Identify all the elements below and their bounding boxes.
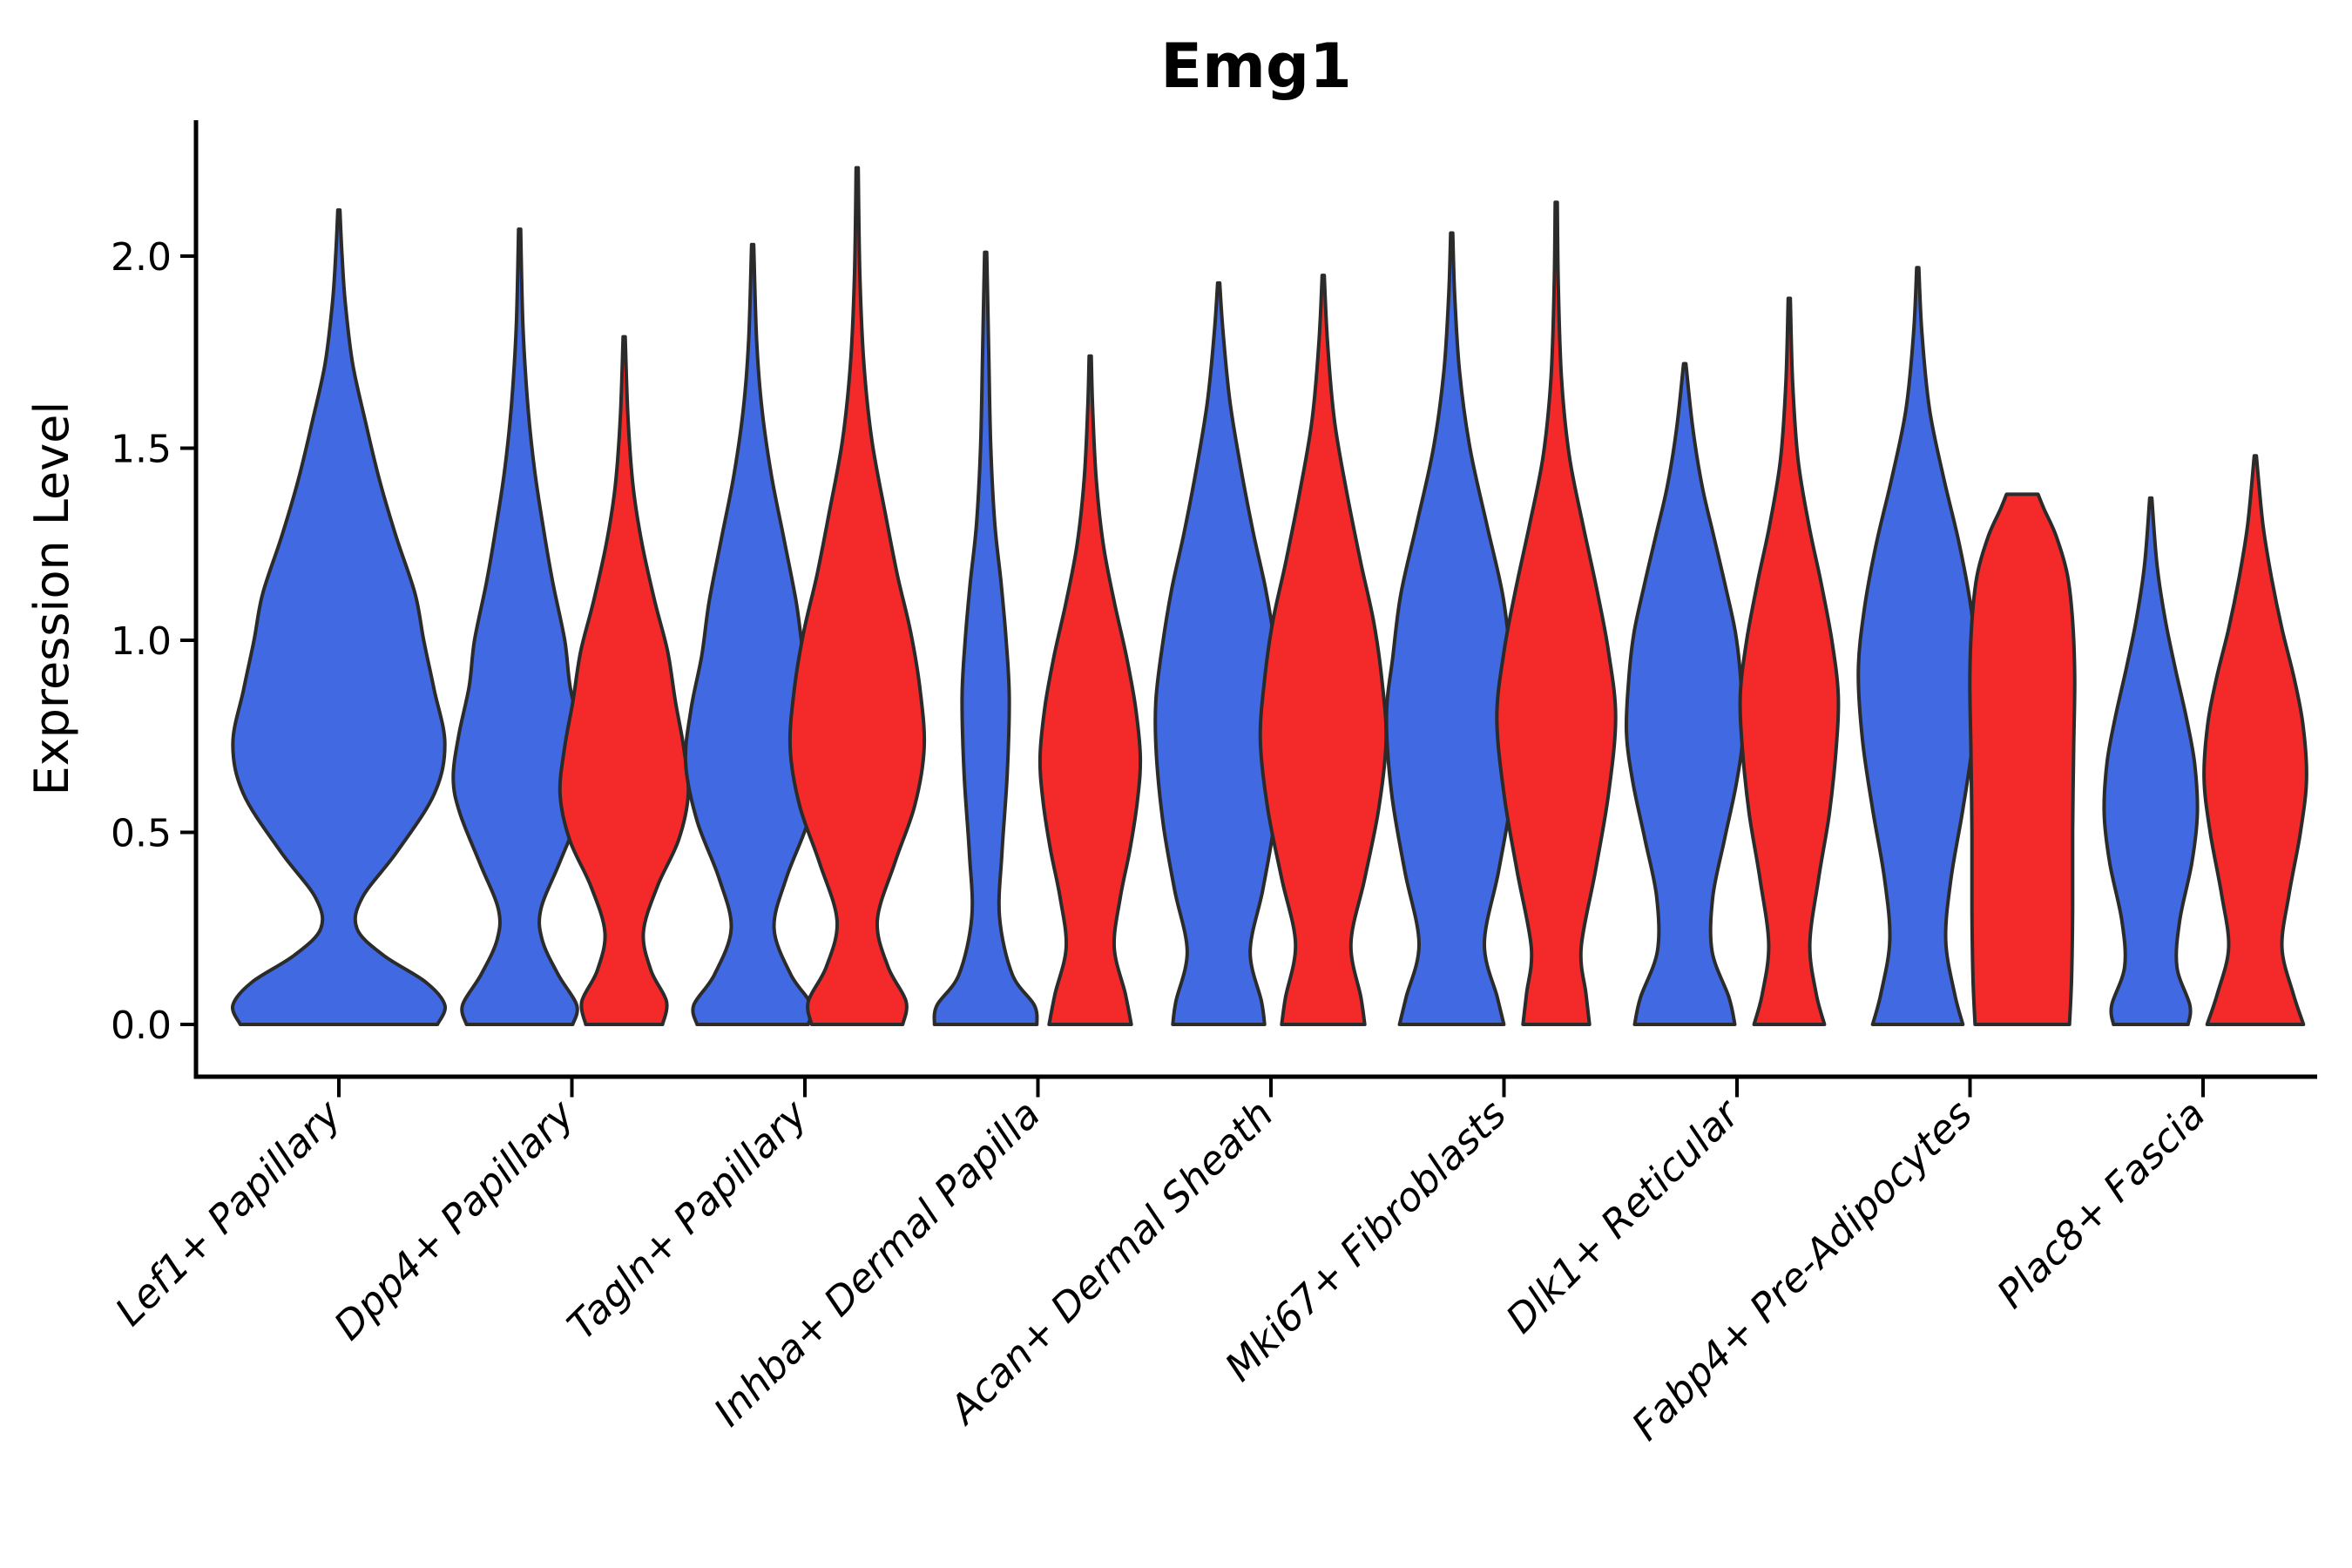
violin-tagln-papillary-blue (683, 242, 822, 1026)
violin-dpp4-papillary-red (558, 335, 691, 1026)
y-tick-label: 1.0 (111, 619, 172, 664)
violin-dlk1-reticular-blue (1624, 362, 1746, 1026)
x-tick-label: Tagln+ Papillary (558, 1090, 817, 1348)
violin-tagln-papillary-red (787, 166, 927, 1026)
violin-acan-dermal-sheath-red (1258, 274, 1389, 1026)
violin-mki67-fibroblasts-red (1495, 200, 1618, 1026)
violin-plac8-fascia-red (2202, 454, 2308, 1026)
violin-dlk1-reticular-red (1738, 296, 1841, 1026)
violin-lef1-papillary-blue (230, 208, 448, 1026)
violin-dpp4-papillary-blue (451, 227, 588, 1026)
violin-acan-dermal-sheath-blue (1153, 280, 1284, 1026)
violins-group (230, 166, 2308, 1026)
x-tick-label: Lef1+ Papillary (106, 1090, 351, 1335)
violin-mki67-fibroblasts-blue (1384, 231, 1519, 1026)
violin-inhba-dermal-papilla-red (1037, 354, 1143, 1026)
violin-inhba-dermal-papilla-blue (932, 250, 1039, 1026)
x-tick-label: Dlk1+ Reticular (1497, 1090, 1749, 1342)
x-tick-label: Plac8+ Fascia (1988, 1091, 2214, 1317)
y-axis-label: Expression Level (24, 402, 79, 796)
x-tick-label: Dpp4+ Papillary (325, 1090, 584, 1348)
violin-fabp4-pre-adipocytes-red (1968, 492, 2077, 1026)
y-tick-label: 2.0 (111, 235, 172, 280)
y-tick-label: 0.5 (111, 812, 172, 856)
violin-plac8-fascia-blue (2102, 496, 2200, 1026)
violin-fabp4-pre-adipocytes-blue (1856, 266, 1979, 1026)
y-tick-label: 0.0 (111, 1004, 172, 1048)
chart-title: Emg1 (1160, 30, 1352, 102)
y-tick-label: 1.5 (111, 428, 172, 472)
